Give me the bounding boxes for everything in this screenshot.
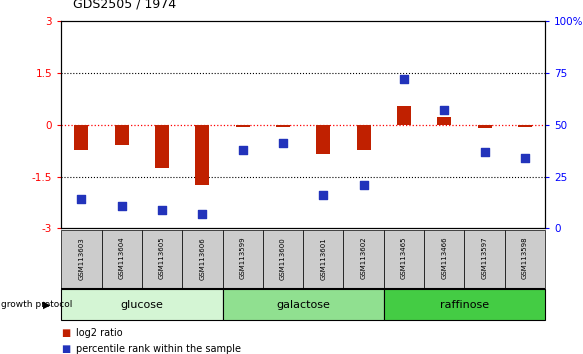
Point <box>77 196 86 202</box>
Bar <box>518 125 532 126</box>
Bar <box>343 230 384 289</box>
Bar <box>437 117 451 125</box>
Text: GSM113598: GSM113598 <box>522 237 528 279</box>
Text: glucose: glucose <box>121 300 163 310</box>
Bar <box>195 125 209 185</box>
Bar <box>477 125 491 128</box>
Point <box>198 211 207 217</box>
Bar <box>384 230 424 289</box>
Bar <box>115 125 129 145</box>
Text: GSM113599: GSM113599 <box>240 237 245 279</box>
Bar <box>155 125 169 168</box>
Text: GSM113600: GSM113600 <box>280 237 286 280</box>
Text: GSM113603: GSM113603 <box>78 237 85 280</box>
Bar <box>236 125 250 126</box>
Text: GSM113604: GSM113604 <box>119 237 125 279</box>
Bar <box>74 125 89 150</box>
Text: log2 ratio: log2 ratio <box>76 328 122 338</box>
Point <box>319 192 328 198</box>
Bar <box>61 289 223 320</box>
Bar <box>101 230 142 289</box>
Bar <box>182 230 223 289</box>
Point <box>117 203 127 209</box>
Bar <box>357 125 371 150</box>
Bar <box>263 230 303 289</box>
Bar <box>397 106 411 125</box>
Text: ▶: ▶ <box>43 300 50 310</box>
Bar <box>303 230 343 289</box>
Text: growth protocol: growth protocol <box>1 300 72 309</box>
Point <box>520 155 529 161</box>
Point <box>480 149 489 155</box>
Text: GSM113465: GSM113465 <box>401 237 407 279</box>
Text: GSM113601: GSM113601 <box>320 237 326 280</box>
Point <box>399 76 409 82</box>
Bar <box>465 230 505 289</box>
Point <box>157 207 167 212</box>
Bar <box>142 230 182 289</box>
Bar <box>223 289 384 320</box>
Bar <box>424 230 465 289</box>
Text: GSM113605: GSM113605 <box>159 237 165 279</box>
Point <box>278 141 287 146</box>
Text: GSM113597: GSM113597 <box>482 237 487 279</box>
Point <box>359 182 368 188</box>
Bar <box>61 230 101 289</box>
Text: GSM113466: GSM113466 <box>441 237 447 279</box>
Bar <box>223 230 263 289</box>
Text: ■: ■ <box>61 328 71 338</box>
Bar <box>384 289 545 320</box>
Point <box>440 108 449 113</box>
Text: GSM113602: GSM113602 <box>361 237 367 279</box>
Point <box>238 147 247 153</box>
Bar <box>276 125 290 126</box>
Bar <box>316 125 331 154</box>
Text: galactose: galactose <box>276 300 330 310</box>
Text: GSM113606: GSM113606 <box>199 237 205 280</box>
Text: raffinose: raffinose <box>440 300 489 310</box>
Text: ■: ■ <box>61 344 71 354</box>
Bar <box>505 230 545 289</box>
Text: percentile rank within the sample: percentile rank within the sample <box>76 344 241 354</box>
Text: GDS2505 / 1974: GDS2505 / 1974 <box>73 0 176 11</box>
